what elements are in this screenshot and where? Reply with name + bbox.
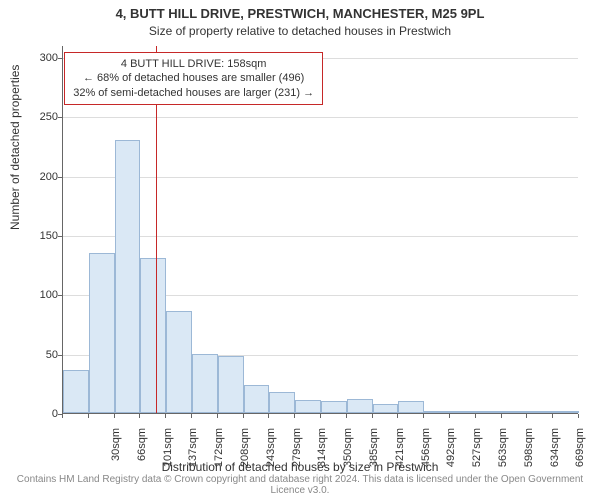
x-tick-label: 137sqm xyxy=(187,428,199,478)
x-tick-label: 598sqm xyxy=(523,428,535,478)
histogram-bar xyxy=(450,411,476,413)
callout-line-1: 4 BUTT HILL DRIVE: 158sqm xyxy=(73,57,314,71)
x-tick-mark xyxy=(114,414,115,418)
x-tick-label: 243sqm xyxy=(265,428,277,478)
x-tick-mark xyxy=(552,414,553,418)
x-tick-mark xyxy=(397,414,398,418)
histogram-bar xyxy=(63,370,89,413)
x-tick-mark xyxy=(346,414,347,418)
y-tick-label: 150 xyxy=(40,230,58,242)
histogram-bar xyxy=(527,411,553,413)
histogram-bar xyxy=(347,399,373,413)
x-tick-mark xyxy=(526,414,527,418)
histogram-bar xyxy=(553,411,579,413)
x-tick-label: 172sqm xyxy=(213,428,225,478)
histogram-bar xyxy=(89,253,115,413)
x-tick-mark xyxy=(217,414,218,418)
x-tick-mark xyxy=(139,414,140,418)
x-tick-mark xyxy=(449,414,450,418)
x-tick-label: 314sqm xyxy=(316,428,328,478)
histogram-bar xyxy=(115,140,141,413)
x-tick-mark xyxy=(88,414,89,418)
x-tick-mark xyxy=(268,414,269,418)
x-tick-mark xyxy=(423,414,424,418)
histogram-bar xyxy=(373,404,399,413)
histogram-bar xyxy=(269,392,295,413)
histogram-bar xyxy=(424,411,450,413)
y-tick-label: 200 xyxy=(40,171,58,183)
x-tick-label: 279sqm xyxy=(291,428,303,478)
histogram-bar xyxy=(244,385,270,413)
page-subtitle: Size of property relative to detached ho… xyxy=(0,24,600,38)
x-tick-mark xyxy=(501,414,502,418)
y-tick-label: 50 xyxy=(46,349,58,361)
x-tick-mark xyxy=(320,414,321,418)
x-tick-label: 208sqm xyxy=(239,428,251,478)
histogram-bar xyxy=(321,401,347,413)
histogram-bar xyxy=(140,258,166,414)
x-tick-label: 527sqm xyxy=(471,428,483,478)
x-tick-label: 66sqm xyxy=(136,428,148,478)
histogram-bar xyxy=(218,356,244,413)
x-tick-label: 456sqm xyxy=(420,428,432,478)
y-tick-mark xyxy=(58,355,62,356)
x-tick-mark xyxy=(475,414,476,418)
x-tick-label: 669sqm xyxy=(574,428,586,478)
x-tick-mark xyxy=(243,414,244,418)
y-tick-mark xyxy=(58,295,62,296)
y-axis-label: Number of detached properties xyxy=(8,65,22,230)
y-tick-label: 0 xyxy=(52,408,58,420)
x-tick-label: 385sqm xyxy=(368,428,380,478)
page-title: 4, BUTT HILL DRIVE, PRESTWICH, MANCHESTE… xyxy=(0,6,600,21)
x-tick-label: 421sqm xyxy=(394,428,406,478)
reference-callout: 4 BUTT HILL DRIVE: 158sqm ← 68% of detac… xyxy=(64,52,323,105)
histogram-bar xyxy=(476,411,502,413)
gridline xyxy=(63,117,578,118)
y-tick-label: 100 xyxy=(40,289,58,301)
histogram-bar xyxy=(398,401,424,413)
x-tick-mark xyxy=(372,414,373,418)
histogram-bar xyxy=(295,400,321,413)
x-tick-label: 563sqm xyxy=(497,428,509,478)
y-tick-mark xyxy=(58,177,62,178)
callout-line-3: 32% of semi-detached houses are larger (… xyxy=(73,86,314,100)
x-tick-mark xyxy=(62,414,63,418)
x-tick-mark xyxy=(191,414,192,418)
callout-line-2: ← 68% of detached houses are smaller (49… xyxy=(73,71,314,85)
y-tick-label: 300 xyxy=(40,52,58,64)
x-tick-label: 101sqm xyxy=(162,428,174,478)
x-tick-mark xyxy=(578,414,579,418)
y-tick-mark xyxy=(58,58,62,59)
x-tick-label: 492sqm xyxy=(445,428,457,478)
histogram-bar xyxy=(192,354,218,413)
x-tick-mark xyxy=(294,414,295,418)
histogram-bar xyxy=(166,311,192,413)
y-tick-mark xyxy=(58,236,62,237)
x-tick-label: 30sqm xyxy=(110,428,122,478)
y-tick-label: 250 xyxy=(40,111,58,123)
x-tick-label: 350sqm xyxy=(342,428,354,478)
histogram-bar xyxy=(502,411,528,413)
x-tick-mark xyxy=(165,414,166,418)
y-tick-mark xyxy=(58,117,62,118)
x-tick-label: 634sqm xyxy=(549,428,561,478)
